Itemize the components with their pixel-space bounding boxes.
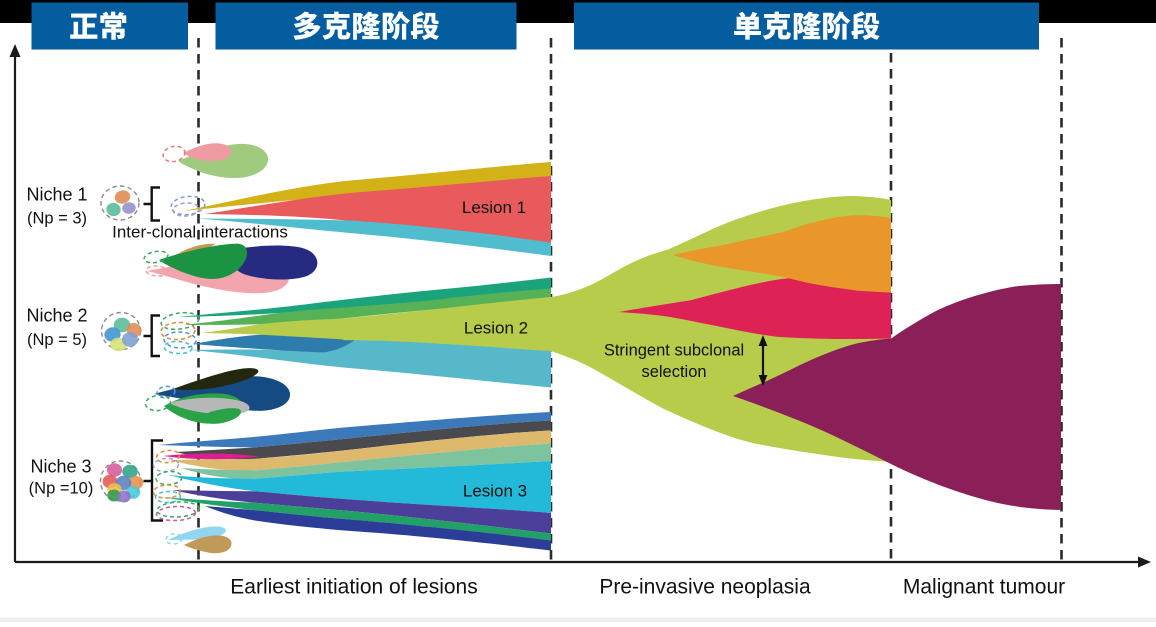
svg-text:(Np = 3): (Np = 3) xyxy=(27,210,87,228)
svg-text:Lesion 2: Lesion 2 xyxy=(464,319,528,338)
svg-text:Niche 1: Niche 1 xyxy=(26,185,87,205)
svg-text:selection: selection xyxy=(641,363,706,381)
svg-text:Inter-clonal interactions: Inter-clonal interactions xyxy=(112,223,288,242)
svg-text:(Np = 5): (Np = 5) xyxy=(27,331,87,349)
svg-text:(Np =10): (Np =10) xyxy=(29,480,94,498)
svg-text:Pre-invasive neoplasia: Pre-invasive neoplasia xyxy=(599,576,811,599)
svg-text:Niche 3: Niche 3 xyxy=(30,457,91,477)
svg-text:Stringent subclonal: Stringent subclonal xyxy=(604,342,744,360)
svg-text:Lesion 1: Lesion 1 xyxy=(462,198,526,217)
svg-text:Lesion 3: Lesion 3 xyxy=(463,482,527,501)
svg-text:Niche 2: Niche 2 xyxy=(26,306,87,326)
svg-text:Malignant tumour: Malignant tumour xyxy=(903,576,1065,599)
svg-text:Earliest initiation of lesions: Earliest initiation of lesions xyxy=(230,576,477,599)
